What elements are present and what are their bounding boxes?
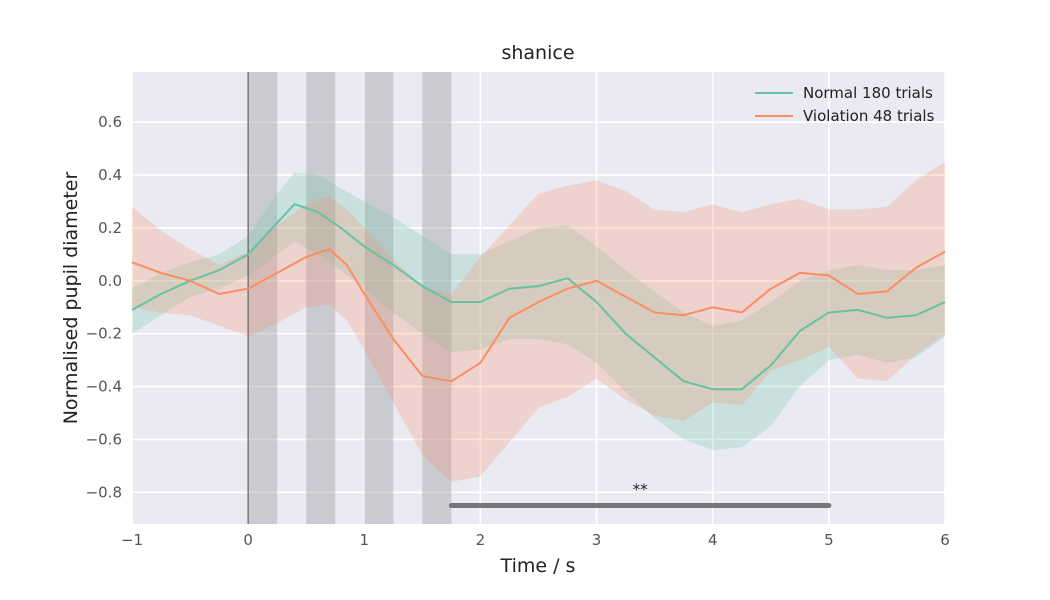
x-tick-label: 3	[592, 531, 602, 549]
stimulus-interval	[364, 72, 394, 524]
stimulus-interval	[306, 72, 336, 524]
y-tick-label: 0.6	[98, 113, 122, 131]
legend-label: Violation 48 trials	[803, 107, 935, 125]
x-tick-label: 0	[243, 531, 253, 549]
x-tick-label: 4	[708, 531, 718, 549]
significance-label: **	[633, 480, 649, 498]
confidence-band	[132, 161, 945, 482]
series-line	[131, 203, 946, 391]
y-tick-label: 0.4	[98, 166, 122, 184]
y-tick-label: −0.4	[86, 378, 122, 396]
legend: Normal 180 trials Violation 48 trials	[755, 84, 935, 125]
y-tick-label: −0.6	[86, 430, 122, 448]
x-tick-label: 5	[824, 531, 834, 549]
y-tick-labels: 0.6 0.4 0.2 0.0 −0.2 −0.4 −0.6 −0.8	[86, 113, 122, 501]
confidence-band	[132, 172, 945, 450]
x-axis-label: Time / s	[500, 555, 576, 577]
y-axis-label: Normalised pupil diameter	[60, 172, 82, 425]
x-tick-label: 6	[940, 531, 950, 549]
grid	[131, 72, 946, 524]
series-lines	[131, 203, 946, 391]
chart-title: shanice	[501, 42, 574, 64]
x-tick-label: 1	[360, 531, 370, 549]
plot-background	[132, 72, 945, 524]
y-tick-label: −0.8	[86, 483, 122, 501]
y-tick-label: −0.2	[86, 325, 122, 343]
x-tick-labels: −1 0 1 2 3 4 5 6	[121, 531, 950, 549]
x-tick-label: 2	[476, 531, 486, 549]
stimulus-interval	[422, 72, 452, 524]
y-tick-label: 0.2	[98, 219, 122, 237]
stimulus-interval	[248, 72, 278, 524]
confidence-bands	[132, 161, 945, 482]
y-tick-label: 0.0	[98, 272, 122, 290]
x-tick-label: −1	[121, 531, 143, 549]
legend-label: Normal 180 trials	[803, 84, 933, 102]
series-line	[131, 248, 946, 383]
shaded-intervals	[248, 72, 452, 524]
